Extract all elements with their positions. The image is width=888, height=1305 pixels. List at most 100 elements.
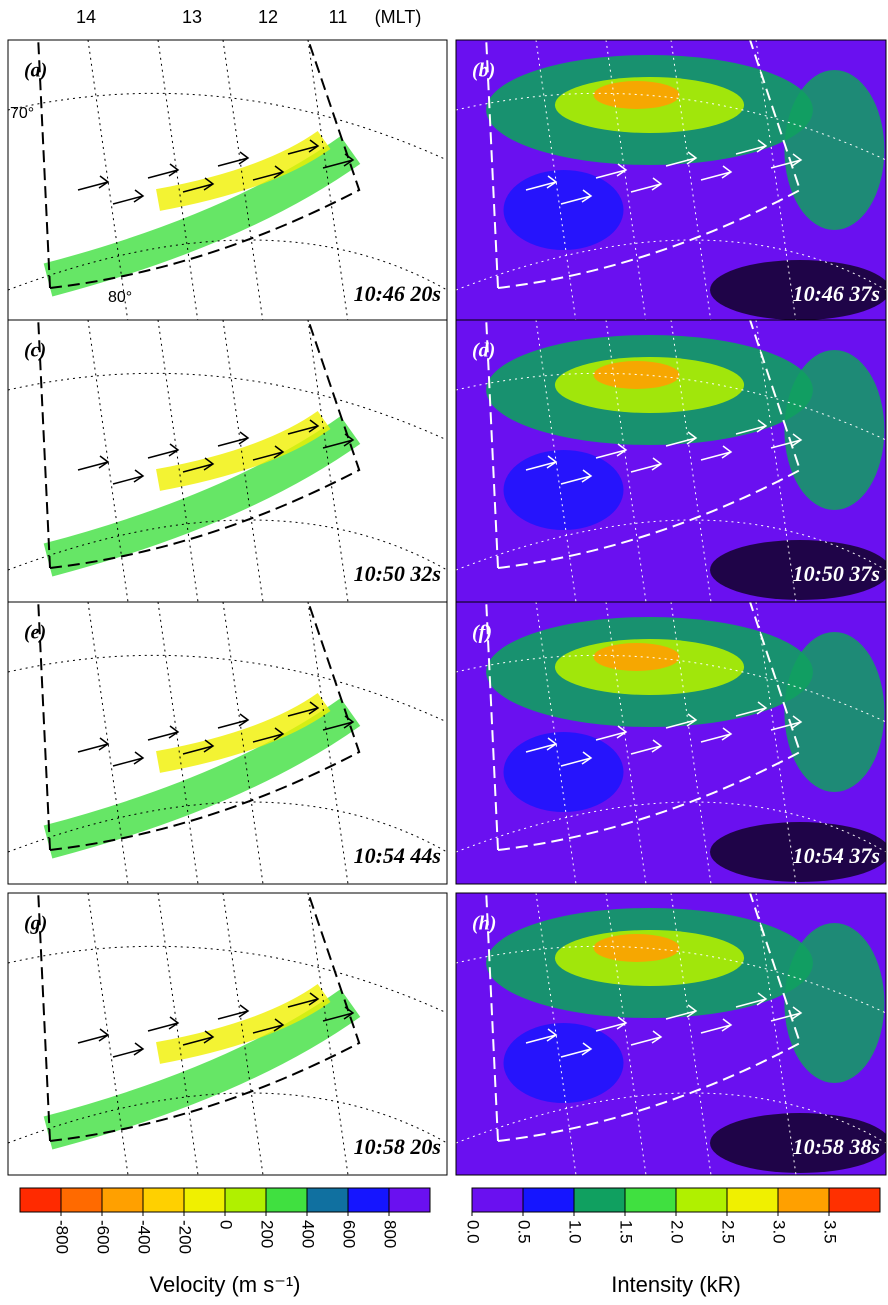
panel-label: (d) — [472, 340, 495, 362]
panel-label: (a) — [24, 60, 47, 82]
aurora-blob — [503, 450, 624, 530]
echo-band — [43, 136, 361, 297]
flow-vector — [630, 1030, 663, 1046]
colorbar-box — [142, 1187, 185, 1213]
flow-vector — [560, 751, 593, 767]
panel-time: 10:58 20s — [354, 1134, 441, 1159]
flow-vector — [595, 163, 628, 179]
mlt-label: (MLT) — [375, 7, 422, 27]
flow-vector — [217, 431, 250, 447]
colorbar-tick-label: 400 — [299, 1220, 318, 1248]
panel: (c) 10:50 32s — [7, 319, 448, 603]
aurora-blob — [784, 923, 885, 1083]
panel: (h) 10:58 38s — [455, 892, 887, 1176]
colorbar-tick-label: 0.0 — [464, 1220, 483, 1244]
panel-label: (c) — [24, 340, 46, 362]
flow-vector — [217, 151, 250, 167]
colorbar-box — [19, 1187, 62, 1213]
panel: (d) 10:50 37s — [455, 319, 887, 603]
colorbar-box — [522, 1187, 575, 1213]
echo-band — [156, 130, 331, 211]
flow-vector — [322, 433, 355, 449]
echo-band — [43, 989, 361, 1150]
panel-time: 10:46 20s — [354, 281, 441, 306]
flow-vector — [322, 1006, 355, 1022]
radar-fov — [37, 893, 361, 1142]
panel: (b) 10:46 37s — [455, 39, 887, 323]
dark-region — [710, 260, 886, 320]
flow-vector — [735, 992, 768, 1008]
colorbar-tick-label: 0.5 — [515, 1220, 534, 1244]
latitude-label: 70° — [10, 105, 34, 122]
radar-fov — [485, 40, 802, 289]
panel-content — [456, 602, 886, 884]
flow-vector — [595, 1016, 628, 1032]
flow-vector — [252, 165, 285, 181]
flow-vector — [595, 725, 628, 741]
colorbar-box — [60, 1187, 103, 1213]
panel-frame — [7, 601, 448, 885]
colorbar-box — [471, 1187, 524, 1213]
flow-vector — [322, 715, 355, 731]
aurora-blob — [784, 350, 885, 510]
colorbar-tick-label: -200 — [176, 1220, 195, 1254]
latitude-circle — [8, 945, 447, 1014]
colorbar-box — [726, 1187, 779, 1213]
flow-vector — [665, 713, 698, 729]
flow-vector — [287, 419, 320, 435]
latitude-circle — [456, 92, 886, 161]
panel-label: (b) — [472, 60, 495, 82]
aurora-blob — [503, 170, 624, 250]
panel: (g) 10:58 20s — [7, 892, 448, 1176]
flow-vector — [560, 189, 593, 205]
flow-vector — [525, 737, 558, 753]
flow-vector — [665, 1004, 698, 1020]
aurora-blob — [784, 632, 885, 792]
flow-vector — [182, 457, 215, 473]
latitude-circle — [8, 654, 447, 723]
colorbar-box — [101, 1187, 144, 1213]
flow-vector — [735, 139, 768, 155]
panel-content — [8, 40, 447, 322]
flow-vector — [217, 713, 250, 729]
flow-vector — [735, 419, 768, 435]
dark-region — [710, 540, 886, 600]
panel-time: 10:54 44s — [354, 843, 441, 868]
colorbar-tick-label: 1.0 — [566, 1220, 585, 1244]
colorbar-box — [675, 1187, 728, 1213]
flow-vector — [252, 445, 285, 461]
colorbar-tick-label: 600 — [340, 1220, 359, 1248]
flow-vector — [77, 1028, 110, 1044]
panel-time: 10:58 38s — [793, 1134, 880, 1159]
colorbar-box — [306, 1187, 349, 1213]
latitude-circle — [456, 1092, 886, 1144]
flow-vector — [525, 1028, 558, 1044]
colorbar-tick-label: 3.0 — [770, 1220, 789, 1244]
latitude-label: 80° — [108, 289, 132, 306]
flow-vector — [147, 1016, 180, 1032]
mlt-label: 12 — [258, 7, 278, 27]
mlt-label: 14 — [76, 7, 96, 27]
aurora-blob — [593, 81, 680, 109]
aurora-blob — [593, 643, 680, 671]
flow-vector — [665, 151, 698, 167]
panel-time: 10:46 37s — [793, 281, 880, 306]
panel-content — [8, 602, 447, 884]
panel: (a) 10:46 20s — [7, 39, 448, 323]
flow-vector — [735, 701, 768, 717]
flow-vector — [287, 992, 320, 1008]
colorbar-box — [573, 1187, 626, 1213]
flow-vector — [322, 153, 355, 169]
radar-fov — [485, 893, 802, 1142]
flow-vector — [700, 1018, 733, 1034]
aurora-blob — [503, 732, 624, 812]
colorbar-tick-label: 1.5 — [617, 1220, 636, 1244]
colorbar-box — [224, 1187, 267, 1213]
radar-fov — [37, 602, 361, 851]
colorbar-tick-label: 2.5 — [719, 1220, 738, 1244]
radar-fov — [485, 320, 802, 569]
colorbar-box — [265, 1187, 308, 1213]
flow-vector — [147, 443, 180, 459]
panel: (f) 10:54 37s — [455, 601, 887, 885]
